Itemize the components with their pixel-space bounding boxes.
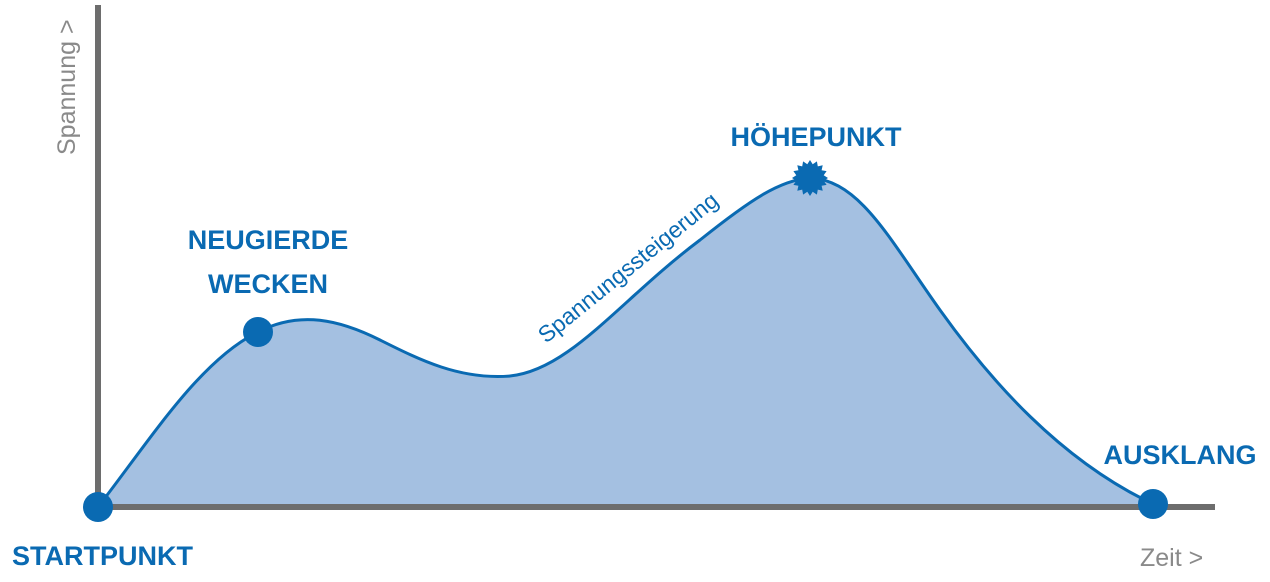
y-axis-label: Spannung > xyxy=(53,19,81,155)
curiosity-label-line2: WECKEN xyxy=(208,269,328,299)
ending-point xyxy=(1138,489,1168,519)
ending-label: AUSKLANG xyxy=(1104,440,1257,470)
climax-star-point xyxy=(792,160,828,196)
curiosity-label-line1: NEUGIERDE xyxy=(188,225,349,255)
start-label: STARTPUNKT xyxy=(12,541,193,571)
tension-area xyxy=(98,178,1153,507)
curiosity-point xyxy=(243,317,273,347)
start-point xyxy=(83,492,113,522)
x-axis-label: Zeit > xyxy=(1140,544,1203,572)
climax-label: HÖHEPUNKT xyxy=(730,122,902,152)
